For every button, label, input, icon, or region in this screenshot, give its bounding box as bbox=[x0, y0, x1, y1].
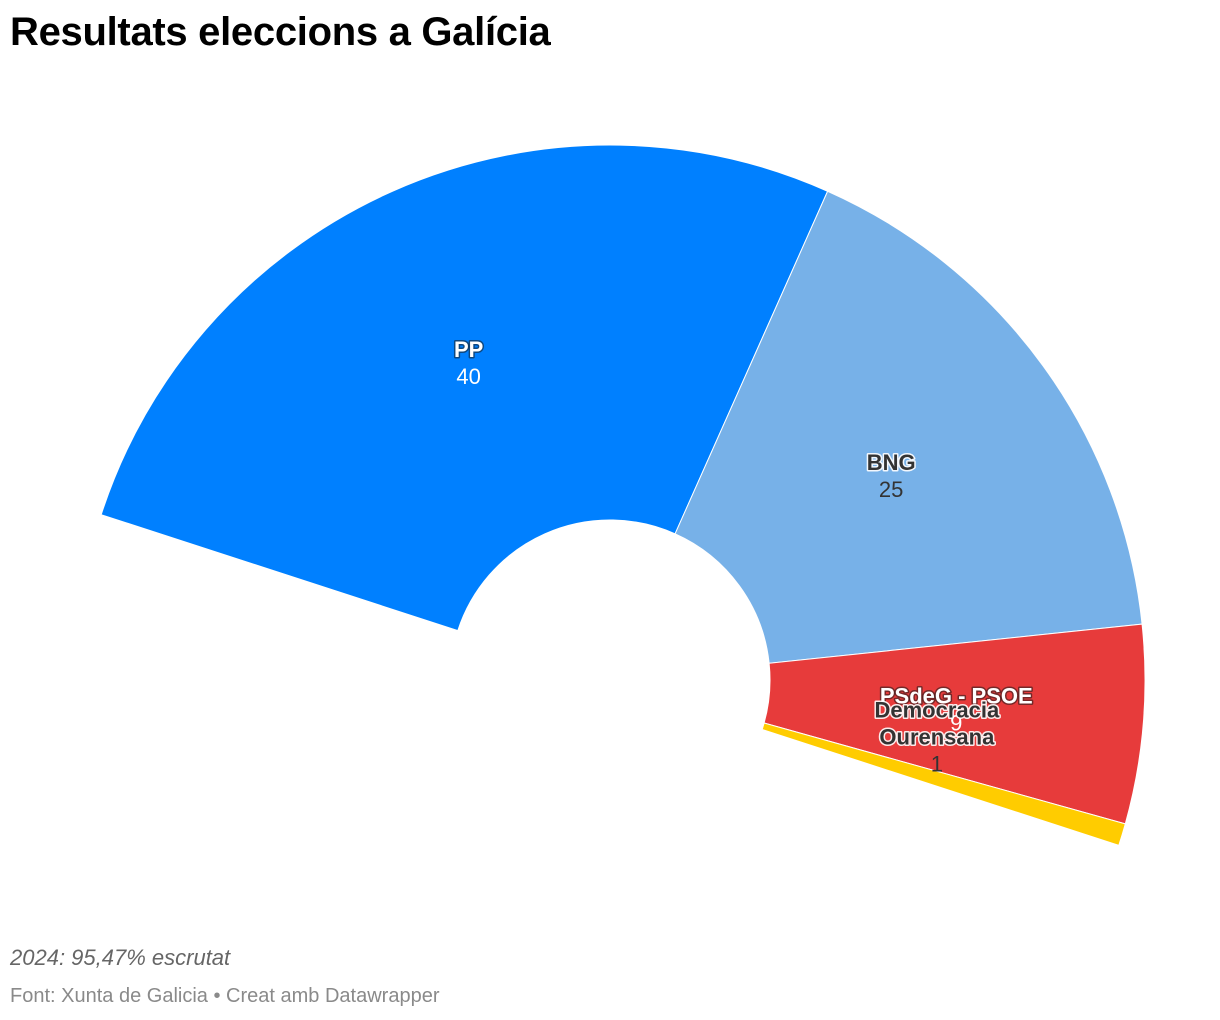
footer-separator: • bbox=[213, 985, 221, 1007]
slice-label-pp: PP 40 bbox=[454, 337, 483, 389]
slice-label-psdeg-psoe: PSdeG - PSOE 9 bbox=[880, 684, 1033, 736]
slice-value-text: 40 bbox=[456, 364, 480, 389]
slice-name-text: PSdeG - PSOE bbox=[880, 684, 1033, 709]
slice-value-text: 1 bbox=[931, 751, 943, 776]
slice-name-text: Ourensana bbox=[879, 724, 995, 749]
chart-footer: Font: Xunta de Galicia • Creat amb Dataw… bbox=[10, 985, 439, 1008]
slice-value-text: 9 bbox=[950, 711, 962, 736]
slice-label-bng: BNG 25 bbox=[867, 450, 916, 502]
slice-name-text: BNG bbox=[867, 450, 916, 475]
source-label: Font: bbox=[10, 985, 56, 1007]
slice-pp bbox=[100, 144, 829, 632]
chart-note: 2024: 95,47% escrutat bbox=[10, 945, 231, 970]
source-name: Xunta de Galicia bbox=[61, 985, 208, 1007]
slice-value-text: 25 bbox=[879, 477, 903, 502]
slice-label-democracia-ourensana: Democracia Ourensana 1 bbox=[874, 697, 1000, 776]
slice-democracia-ourensana bbox=[761, 722, 1126, 846]
slice-bng bbox=[674, 190, 1143, 664]
chart-slices bbox=[100, 144, 1146, 846]
credit-text: Creat amb Datawrapper bbox=[226, 985, 440, 1007]
chart-title: Resultats eleccions a Galícia bbox=[10, 10, 551, 54]
slice-name-text: PP bbox=[454, 337, 483, 362]
slice-psdeg-psoe bbox=[763, 623, 1146, 825]
slice-name-text: Democracia bbox=[874, 697, 1000, 722]
